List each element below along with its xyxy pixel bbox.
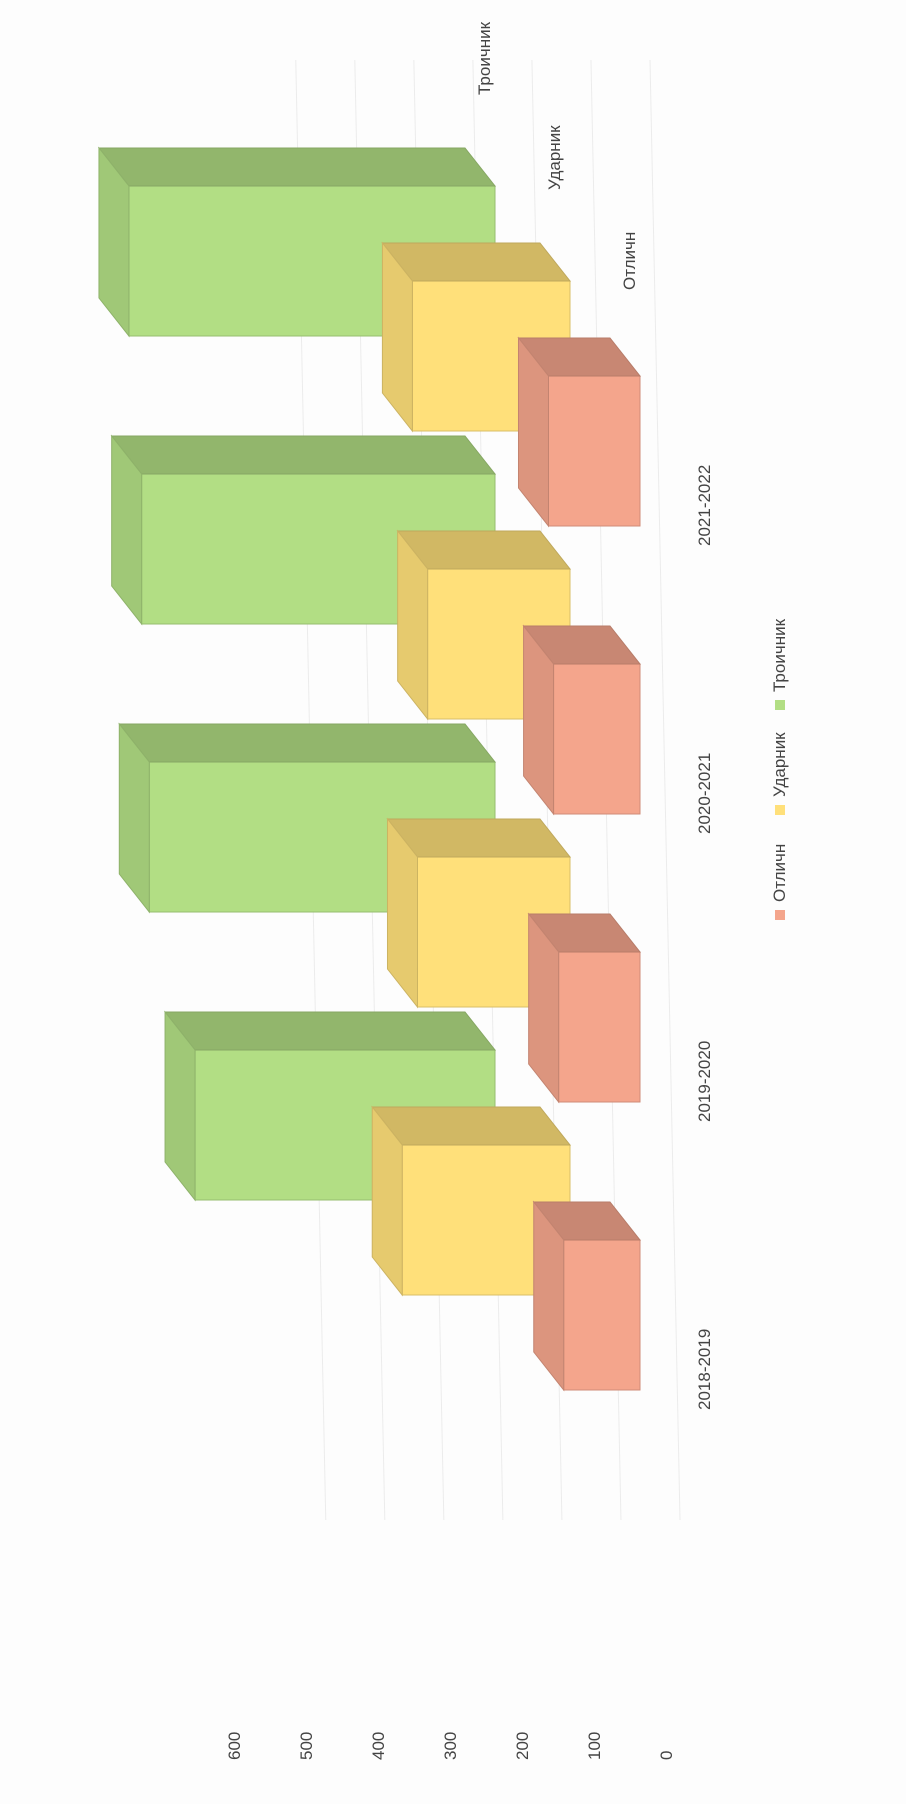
bar-top: [386, 818, 572, 858]
bar-side: [98, 146, 130, 338]
y-tick-label: 0: [657, 1751, 676, 1760]
bar-side: [397, 529, 429, 721]
labels: 0 100 200 300 400 500 600 2018-2019 2019-2020 202…: [225, 21, 714, 1760]
legend-label: Отличн: [770, 844, 789, 902]
bar-top: [381, 242, 572, 282]
legend: Отличн Ударник Троичник: [770, 618, 789, 920]
bar-top: [118, 723, 497, 763]
bar-front: [553, 663, 641, 815]
bar-side: [528, 912, 560, 1104]
bar-side: [386, 817, 418, 1009]
bar-side: [164, 1010, 196, 1202]
bar-front: [563, 1239, 641, 1391]
bar-side: [381, 241, 413, 433]
y-tick-label: 500: [297, 1732, 316, 1760]
y-tick-label: 400: [369, 1732, 388, 1760]
legend-label: Ударник: [770, 732, 789, 797]
category-label: 2019-2020: [695, 1041, 714, 1122]
bar-top: [110, 435, 497, 475]
bar-side: [111, 434, 143, 626]
bar-top: [371, 1106, 572, 1146]
category-label: 2021-2022: [695, 465, 714, 546]
bar-side: [523, 624, 555, 816]
bar-top: [164, 1011, 497, 1051]
y-tick-label: 600: [225, 1732, 244, 1760]
depth-axis-label: Троичник: [475, 21, 494, 95]
depth-axis-label: Ударник: [545, 125, 564, 190]
y-tick-label: 300: [441, 1732, 460, 1760]
y-tick-label: 100: [585, 1732, 604, 1760]
grid-line: [649, 59, 681, 1521]
bar-side: [118, 722, 150, 914]
bar-top: [97, 147, 497, 187]
bar-front: [547, 375, 641, 527]
category-label: 2020-2021: [695, 753, 714, 834]
category-label: 2018-2019: [695, 1329, 714, 1410]
bar-side: [371, 1105, 403, 1297]
bar-front: [558, 951, 641, 1103]
bar-side: [517, 336, 549, 528]
bar-side: [533, 1200, 565, 1392]
y-tick-label: 200: [513, 1732, 532, 1760]
depth-axis-label: Отличн: [620, 232, 639, 290]
legend-label: Троичник: [770, 618, 789, 692]
bars: [97, 146, 642, 1392]
legend-swatch: [775, 910, 785, 920]
legend-swatch: [775, 805, 785, 815]
legend-swatch: [775, 700, 785, 710]
